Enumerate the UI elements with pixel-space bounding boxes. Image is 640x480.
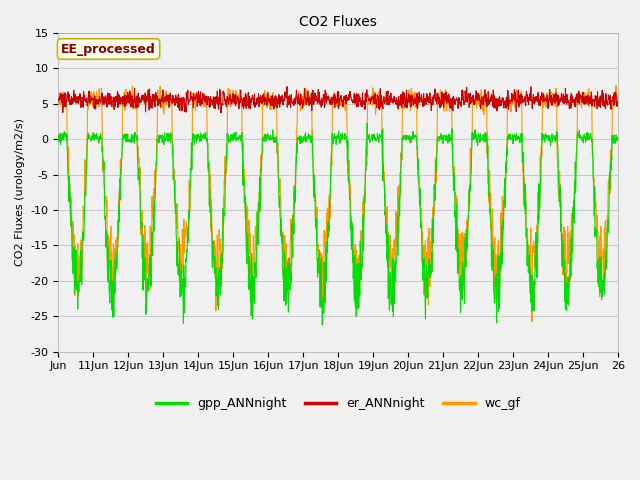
er_ANNnight — [607, 97, 615, 103]
wc_gf — [528, 319, 536, 325]
er_ANNnight — [553, 98, 561, 104]
wc_gf — [142, 292, 150, 298]
Text: EE_processed: EE_processed — [61, 43, 156, 56]
gpp_ANNnight — [319, 322, 326, 328]
er_ANNnight — [314, 101, 321, 107]
gpp_ANNnight — [142, 312, 150, 317]
er_ANNnight — [54, 98, 62, 104]
er_ANNnight — [324, 93, 332, 99]
Y-axis label: CO2 Fluxes (urology/m2/s): CO2 Fluxes (urology/m2/s) — [15, 118, 25, 266]
wc_gf — [313, 233, 321, 239]
er_ANNnight — [471, 101, 479, 107]
wc_gf — [607, 157, 615, 163]
gpp_ANNnight — [54, 138, 62, 144]
wc_gf — [324, 206, 332, 212]
gpp_ANNnight — [607, 152, 615, 158]
Line: gpp_ANNnight: gpp_ANNnight — [58, 123, 618, 325]
er_ANNnight — [614, 100, 622, 106]
er_ANNnight — [217, 110, 225, 116]
Legend: gpp_ANNnight, er_ANNnight, wc_gf: gpp_ANNnight, er_ANNnight, wc_gf — [150, 392, 525, 415]
gpp_ANNnight — [324, 220, 332, 226]
gpp_ANNnight — [471, 135, 479, 141]
Line: er_ANNnight: er_ANNnight — [58, 87, 618, 113]
wc_gf — [614, 93, 622, 98]
gpp_ANNnight — [553, 132, 561, 137]
wc_gf — [612, 83, 620, 88]
gpp_ANNnight — [313, 255, 321, 261]
Title: CO2 Fluxes: CO2 Fluxes — [300, 15, 377, 29]
er_ANNnight — [142, 100, 150, 106]
gpp_ANNnight — [614, 135, 622, 141]
gpp_ANNnight — [364, 120, 371, 126]
er_ANNnight — [283, 84, 291, 90]
Line: wc_gf: wc_gf — [58, 85, 618, 322]
wc_gf — [552, 103, 560, 109]
wc_gf — [54, 101, 62, 107]
wc_gf — [470, 100, 478, 106]
